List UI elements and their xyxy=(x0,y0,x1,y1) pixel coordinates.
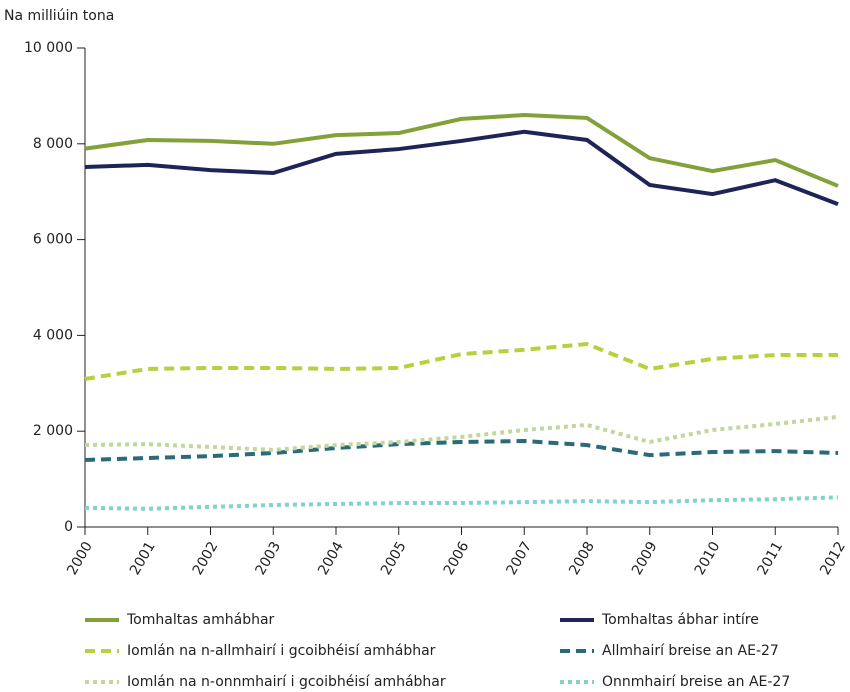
x-tick-label: 2003 xyxy=(253,539,285,578)
x-tick-label: 2004 xyxy=(315,539,347,578)
series-line xyxy=(84,113,839,188)
x-tick-label: 2005 xyxy=(378,539,410,578)
y-axis-label: Na milliúin tona xyxy=(4,8,114,24)
x-tick-label: 2006 xyxy=(441,539,473,578)
legend-label: Iomlán na n-allmhairí i gcoibhéisí amháb… xyxy=(127,643,436,659)
x-tick-label: 2008 xyxy=(566,539,598,578)
x-tick-label: 2009 xyxy=(629,539,661,578)
y-tick-label: 10 000 xyxy=(24,40,73,56)
series-line xyxy=(84,414,839,452)
x-tick-label: 2001 xyxy=(127,539,159,578)
series-line xyxy=(84,495,839,511)
series-line xyxy=(84,129,839,207)
y-tick-label: 6 000 xyxy=(33,232,73,248)
legend-label: Tomhaltas ábhar intíre xyxy=(601,612,759,628)
x-tick-label: 2011 xyxy=(755,539,787,578)
y-tick-label: 0 xyxy=(64,519,73,535)
series-line xyxy=(84,341,838,381)
x-tick-label: 2002 xyxy=(190,539,222,578)
legend-label: Iomlán na n-onnmhairí i gcoibhéisí amháb… xyxy=(127,674,446,690)
x-tick-label: 2010 xyxy=(692,539,724,578)
x-tick-label: 2000 xyxy=(64,539,96,578)
x-tick-label: 2007 xyxy=(504,539,536,578)
y-tick-label: 4 000 xyxy=(33,327,73,343)
legend-label: Allmhairí breise an AE-27 xyxy=(602,643,779,659)
y-tick-label: 2 000 xyxy=(33,423,73,439)
series-line xyxy=(84,439,839,462)
y-tick-label: 8 000 xyxy=(33,136,73,152)
x-tick-label: 2012 xyxy=(817,539,849,578)
legend-label: Tomhaltas amhábhar xyxy=(126,612,275,628)
legend-label: Onnmhairí breise an AE-27 xyxy=(602,674,790,690)
